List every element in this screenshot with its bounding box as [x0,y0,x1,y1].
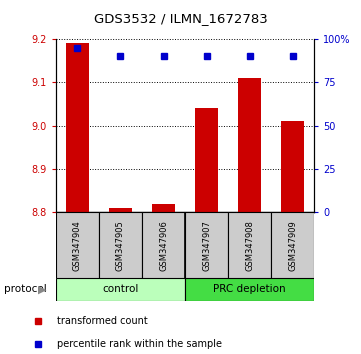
Bar [281,121,304,212]
Text: control: control [102,284,139,295]
Bar [185,278,314,301]
Text: GSM347907: GSM347907 [202,220,211,270]
Text: percentile rank within the sample: percentile rank within the sample [57,339,222,349]
Text: GSM347908: GSM347908 [245,220,254,270]
Bar [56,212,99,278]
Bar [152,204,175,212]
Bar [99,212,142,278]
Text: transformed count: transformed count [57,316,148,326]
Bar [238,78,261,212]
Bar [228,212,271,278]
Bar [66,43,89,212]
Text: protocol: protocol [4,284,46,295]
Text: GSM347904: GSM347904 [73,220,82,270]
Bar [271,212,314,278]
Bar [195,108,218,212]
Text: GSM347909: GSM347909 [288,220,297,270]
Bar [109,208,132,212]
Text: GSM347905: GSM347905 [116,220,125,270]
Text: PRC depletion: PRC depletion [213,284,286,295]
Bar [56,278,185,301]
Bar [142,212,185,278]
Text: ▶: ▶ [38,284,47,295]
Bar [185,212,228,278]
Text: GDS3532 / ILMN_1672783: GDS3532 / ILMN_1672783 [93,12,268,25]
Text: GSM347906: GSM347906 [159,220,168,270]
